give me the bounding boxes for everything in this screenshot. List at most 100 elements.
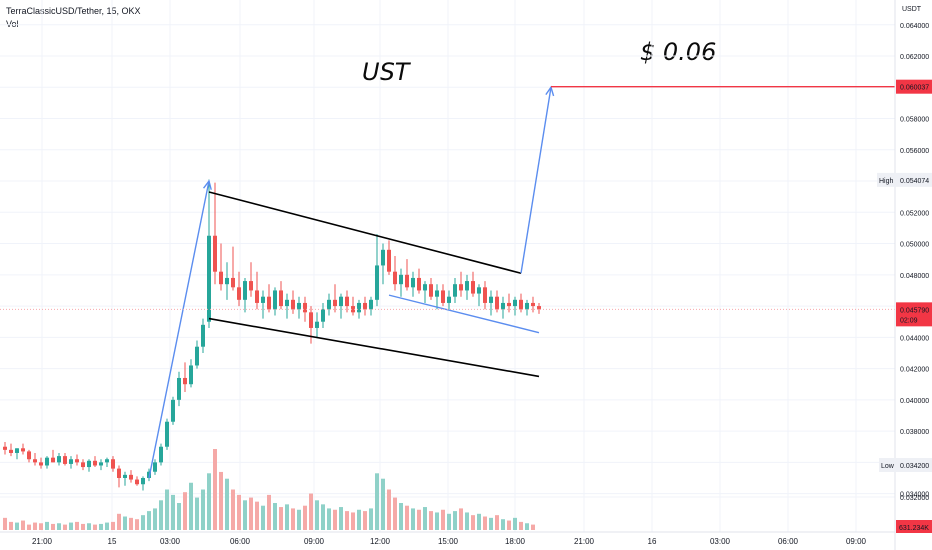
candle-body — [99, 462, 103, 466]
candle-body — [465, 281, 469, 291]
volume-bar — [135, 519, 139, 530]
volume-bar — [531, 524, 535, 530]
volume-bar — [363, 511, 367, 530]
candle-body — [507, 302, 511, 307]
candle-body — [513, 299, 517, 307]
candle-body — [159, 446, 163, 463]
candle-body — [285, 299, 289, 307]
candle-body — [123, 474, 127, 478]
volume-bar — [423, 507, 427, 530]
volume-bar — [321, 504, 325, 530]
target-arrow[interactable] — [520, 87, 552, 274]
candle-body — [423, 284, 427, 291]
price-unit: USDT — [902, 6, 922, 13]
target-annotation: $ 0.06 — [640, 38, 717, 66]
candle-body — [477, 287, 481, 294]
candle-body — [393, 271, 397, 285]
volume-bar — [123, 516, 127, 530]
volume-bar — [129, 517, 133, 530]
volume-indicator-label: Vol — [6, 19, 19, 29]
breakout-arrow[interactable] — [148, 180, 210, 479]
volume-bar — [213, 449, 217, 530]
channel-upper-line[interactable] — [208, 191, 522, 275]
candle-body — [9, 449, 13, 453]
volume-bar — [57, 523, 61, 530]
volume-bar — [387, 489, 391, 530]
volume-bar — [159, 500, 163, 530]
volume-bar — [351, 512, 355, 530]
high-tag: High — [879, 178, 894, 185]
volume-bar — [189, 482, 193, 530]
candle-body — [141, 477, 145, 485]
candle-body — [207, 235, 211, 322]
volume-bar — [399, 503, 403, 530]
volume-bar — [429, 511, 433, 530]
price-labels: 0.060037 High 0.054074 0.045790 02:09 Low 0.03… — [877, 79, 932, 533]
last-price-label: 0.045790 — [900, 307, 929, 314]
candle-body — [111, 459, 115, 469]
candle-body — [441, 290, 445, 303]
volume-bar — [243, 500, 247, 530]
candle-body — [243, 281, 247, 300]
volume-bar — [303, 505, 307, 530]
candle-body — [417, 277, 421, 291]
candle-body — [345, 296, 349, 307]
volume-value-bg — [896, 520, 932, 533]
volume-bar — [285, 504, 289, 530]
x-tick-label: 18:00 — [505, 537, 526, 546]
volume-bar — [207, 473, 211, 530]
candle-body — [501, 302, 505, 310]
volume-bar — [231, 489, 235, 530]
high-price-label-bg — [896, 172, 932, 187]
y-tick-label: 0.064000 — [900, 23, 929, 30]
volume-bar — [483, 516, 487, 530]
candle-body — [537, 306, 541, 310]
y-tick-label: 0.052000 — [900, 210, 929, 217]
low-tag: Low — [881, 463, 895, 470]
volume-bar — [105, 522, 109, 530]
volume-bar — [249, 497, 253, 530]
volume-bar — [519, 521, 523, 530]
candle-body — [75, 459, 79, 463]
support-trend-line[interactable] — [388, 294, 540, 334]
candle-body — [195, 346, 199, 366]
volume-bar — [441, 509, 445, 530]
candle-body — [375, 265, 379, 300]
volume-bar — [327, 508, 331, 530]
volume-bar — [381, 478, 385, 530]
volume-bar — [219, 471, 223, 530]
volume-bar — [45, 521, 49, 530]
y-tick-label: 0.062000 — [900, 54, 929, 61]
candle-body — [135, 479, 139, 485]
volume-bar — [279, 507, 283, 530]
candle-body — [471, 281, 475, 294]
volume-bar — [489, 517, 493, 530]
breakout-arrow-head — [203, 179, 212, 190]
candle-body — [321, 309, 325, 322]
candle-body — [381, 249, 385, 266]
target-price-label: 0.060037 — [900, 85, 929, 92]
candle-body — [87, 460, 91, 468]
candle-body — [291, 299, 295, 310]
x-tick-label: 06:00 — [230, 537, 251, 546]
volume-bar — [69, 522, 73, 530]
candle-body — [453, 284, 457, 297]
time-axis[interactable]: 21:00 15 03:00 06:00 09:00 12:00 15:00 18:00 21:… — [32, 537, 867, 546]
volume-bar — [459, 508, 463, 530]
low-tag-bg — [879, 458, 896, 472]
volume-bar — [417, 509, 421, 530]
volume-bar — [435, 512, 439, 530]
candle-body — [237, 287, 241, 300]
x-tick-label: 21:00 — [574, 537, 595, 546]
volume-bar — [195, 497, 199, 530]
volume-bar — [63, 524, 67, 530]
channel-lower-line[interactable] — [208, 317, 540, 378]
candle-body — [165, 421, 169, 447]
price-axis[interactable]: 0.0640000.0620000.0600000.0580000.056000… — [900, 23, 929, 502]
y-tick-label: 0.042000 — [900, 367, 929, 374]
candle-body — [489, 296, 493, 303]
volume-bar — [405, 505, 409, 530]
x-tick-label: 09:00 — [304, 537, 325, 546]
volume-bar — [357, 509, 361, 530]
